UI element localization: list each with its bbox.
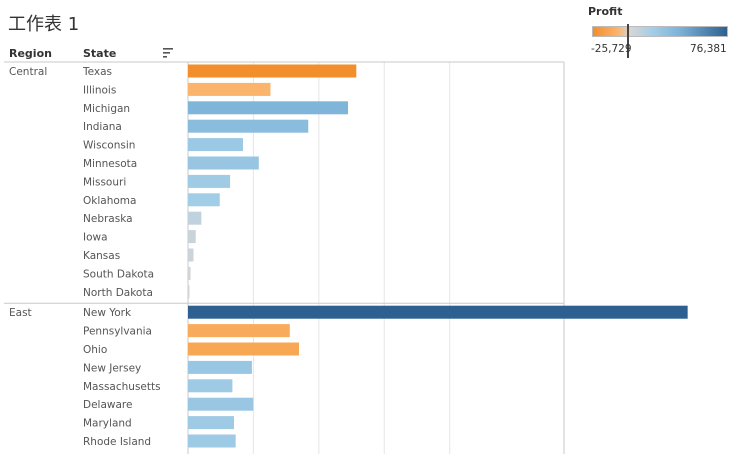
state-label: Indiana [83,121,122,133]
bar [188,64,357,78]
bar [188,193,220,207]
region-column-header[interactable]: Region [9,47,52,60]
state-label: Rhode Island [83,436,151,448]
bar [188,101,349,115]
bar [188,379,233,393]
region-label: Central [9,66,47,78]
sheet-title: 工作表 1 [8,14,80,35]
state-column-header[interactable]: State [83,47,117,60]
state-label: Missouri [83,176,126,188]
state-label: Iowa [83,232,108,244]
state-label: Texas [82,66,112,78]
state-label: Kansas [83,250,120,262]
bar [188,230,196,244]
bar [188,434,236,448]
state-label: New Jersey [83,362,141,374]
legend-max-label: 76,381 [690,43,727,55]
region-label: East [9,307,32,319]
bar [188,342,300,356]
state-label: Maryland [83,418,132,430]
state-label: Michigan [83,103,130,115]
bar [188,266,191,280]
bar [188,174,231,188]
color-legend-gradient[interactable] [592,26,728,37]
bar [188,324,290,338]
legend-min-label: -25,729 [591,43,632,55]
sort-descending-icon[interactable] [163,47,175,59]
state-label: South Dakota [83,268,154,280]
bar [188,138,243,152]
state-label: Delaware [83,399,132,411]
state-label: Wisconsin [83,140,135,152]
bar [188,285,190,299]
bar [188,360,252,374]
state-label: Massachusetts [83,381,161,393]
bar [188,416,234,430]
bar [188,119,309,133]
bar [188,211,202,225]
state-label: Pennsylvania [83,326,152,338]
state-label: Oklahoma [83,195,136,207]
state-label: North Dakota [83,287,153,299]
legend-title: Profit [588,5,623,18]
state-label: Ohio [83,344,107,356]
legend-zero-marker [627,24,629,58]
state-label: Nebraska [83,213,133,225]
bar [188,156,259,170]
state-label: Minnesota [83,158,137,170]
bar [188,397,254,411]
bar [188,248,194,262]
state-label: New York [83,307,132,319]
state-label: Illinois [83,84,116,96]
bar [188,82,271,96]
bar [188,305,688,319]
